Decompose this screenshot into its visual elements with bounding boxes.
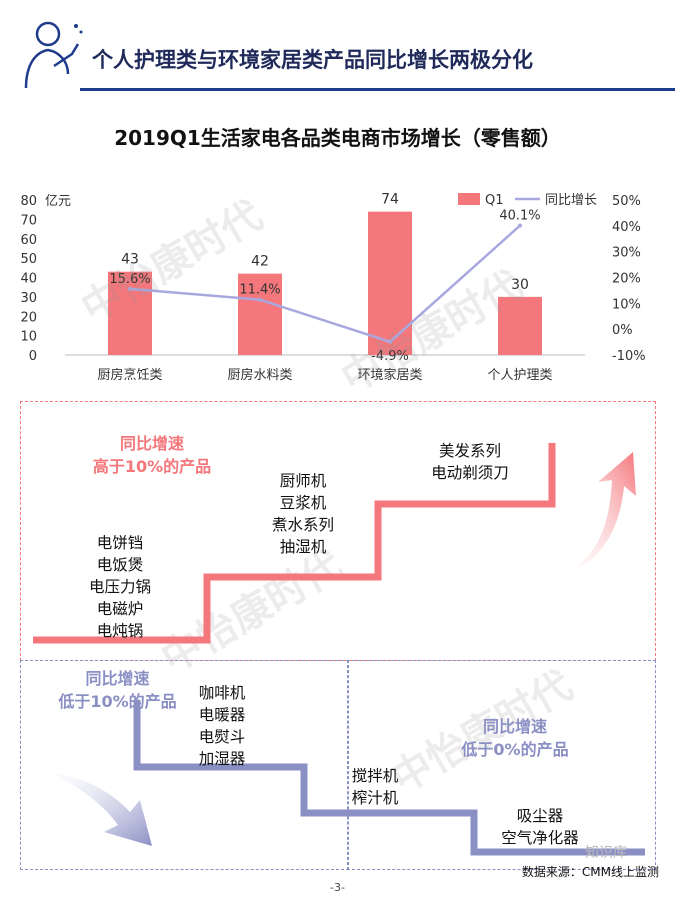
product-item: 电压力锅 [88,578,151,596]
rising-step-line [33,443,556,644]
legend-bar-label: Q1 [485,193,504,208]
product-item: 电磁炉 [96,600,144,618]
x-tick-label: 厨房烹饪类 [97,367,162,383]
product-item: 空气净化器 [501,829,579,847]
product-item: 美发系列 [438,442,501,460]
product-list-down2: 搅拌机 榨汁机 [325,765,425,809]
bar-value-label: 42 [251,254,269,270]
negative-growth-box [347,660,656,870]
negative-growth-title: 同比增速 低于0%的产品 [461,717,569,759]
growth-point [258,297,262,302]
bar-value-label: 30 [511,277,529,293]
growth-chart: 0 10 20 30 40 50 60 70 80 亿元 -10% 0% 10% 20% 30% 40% 50%… [20,192,646,383]
y2-tick-label: 10% [612,297,641,312]
y-tick-label: 50 [20,252,37,267]
product-list-step1: 电饼铛电饭煲电压力锅电磁炉电炖锅 [60,532,180,642]
page-title: 个人护理类与环境家居类产品同比增长两极分化 [92,48,533,72]
data-source: 数据来源：CMM线上监测 [521,865,659,879]
brand-badge: 知识库 [585,845,627,861]
product-item: 电暖器 [198,706,246,724]
x-tick-label: 厨房水料类 [227,367,292,383]
product-item: 厨师机 [279,472,327,490]
y-tick-label: 40 [20,272,37,287]
bar [238,273,282,355]
product-item: 电熨斗 [198,728,246,746]
product-item: 加湿器 [198,750,246,768]
product-item: 豆浆机 [279,494,327,512]
falling-step-line [133,700,645,856]
y-tick-label: 10 [20,330,37,345]
product-list-down3: 吸尘器 空气净化器 [470,805,610,849]
product-list-step2: 厨师机豆浆机煮水系列抽湿机 [243,470,363,558]
product-list-down1: 咖啡机电暖器电熨斗加湿器 [172,682,272,770]
growth-value-label: 11.4% [239,283,280,298]
y-axis-label: 亿元 [45,194,71,209]
up-arrow-icon [560,452,636,575]
chart-title: 2019Q1生活家电各品类电商市场增长（零售额） [114,126,561,150]
legend-line-label: 同比增长 [545,193,597,208]
bar [368,211,412,355]
y-tick-label: 20 [20,310,37,325]
y-tick-label: 80 [20,194,37,209]
bar [498,296,542,355]
y-tick-label: 0 [29,349,37,364]
growth-value-label: 40.1% [499,209,540,224]
thinking-person-icon [24,21,83,89]
low-growth-box [20,660,349,870]
product-item: 电炖锅 [96,622,144,640]
low-growth-title: 同比增速 低于10%的产品 [58,669,177,711]
product-list-step3: 美发系列 电动剃须刀 [400,440,540,484]
growth-point [518,223,522,228]
y2-tick-label: 30% [612,246,641,261]
product-item: 吸尘器 [516,807,564,825]
page-number: -3- [330,881,345,894]
y-tick-label: 70 [20,213,37,228]
y2-tick-label: 40% [612,220,641,235]
product-item: 电饭煲 [96,556,144,574]
product-item: 电饼铛 [96,534,144,552]
bar-value-label: 43 [121,252,139,268]
down-arrow-icon [40,770,152,846]
header-rule [80,88,675,91]
bar-value-label: 74 [381,192,399,208]
product-item: 抽湿机 [279,538,327,556]
growth-point [128,286,132,291]
y-tick-label: 30 [20,291,37,306]
product-item: 电动剃须刀 [431,464,509,482]
bar [108,271,152,355]
x-tick-label: 个人护理类 [487,368,552,383]
y2-tick-label: 50% [612,194,641,209]
y2-tick-label: 0% [612,323,633,338]
high-growth-title: 同比增速 高于10%的产品 [92,434,212,476]
product-item: 煮水系列 [271,516,334,534]
y2-tick-label: -10% [612,349,646,364]
product-item: 搅拌机 [351,767,399,785]
product-item: 咖啡机 [198,684,246,702]
growth-value-label: -4.9% [371,349,409,364]
growth-line [129,224,521,344]
legend-bar-swatch [458,193,480,205]
growth-point [388,339,392,344]
y-tick-label: 60 [20,233,37,248]
x-tick-label: 环境家居类 [357,367,422,383]
growth-value-label: 15.6% [109,272,150,287]
product-item: 榨汁机 [351,789,399,807]
y2-tick-label: 20% [612,272,641,287]
